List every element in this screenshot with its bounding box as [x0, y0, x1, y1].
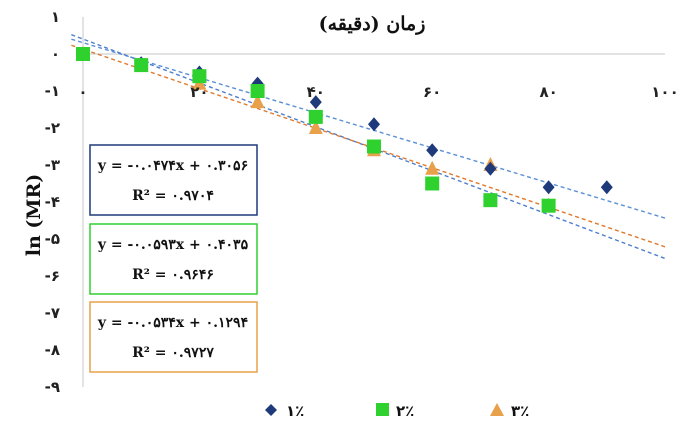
plot-area	[82, 17, 665, 387]
legend-marker-diamond	[265, 404, 277, 416]
legend-marker-square	[376, 403, 389, 416]
data-points	[76, 46, 613, 213]
x-tick-label: ۴۰	[307, 83, 325, 101]
data-point-square	[425, 176, 440, 191]
data-point-square	[367, 139, 381, 154]
r2-2: R² = ۰.۹۶۴۶	[132, 267, 214, 283]
data-point-diamond	[542, 180, 555, 195]
data-point-diamond	[600, 180, 613, 195]
legend-item-2: ۲٪	[376, 402, 414, 420]
trendline-1	[71, 38, 666, 219]
legend-item-1: ۱٪	[265, 402, 304, 420]
data-point-square	[134, 58, 149, 73]
x-axis-title: زمان (دقیقه)	[319, 13, 426, 35]
data-point-triangle	[425, 160, 440, 175]
legend-marker-triangle	[490, 403, 504, 416]
x-tick-label: ۲۰	[190, 83, 208, 101]
data-point-triangle	[308, 120, 323, 134]
data-point-diamond	[426, 143, 439, 158]
r2-1: R² = ۰.۹۷۰۴	[132, 188, 214, 204]
x-tick-label: ۶۰	[423, 83, 441, 101]
data-point-square	[250, 84, 265, 98]
data-point-diamond	[368, 117, 380, 132]
equation-box-1: y = -۰.۰۴۷۴x + ۰.۳۰۵۶ R² = ۰.۹۷۰۴	[89, 144, 258, 216]
x-tick-label: ۰	[78, 83, 87, 101]
legend-label-3: ۳٪	[511, 402, 529, 420]
y-tick-label: -۲	[45, 119, 60, 137]
legend-item-3: ۳٪	[490, 402, 529, 420]
data-point-triangle	[250, 94, 265, 109]
data-point-square	[192, 69, 207, 84]
data-point-square	[483, 193, 498, 208]
y-tick-label: -۷	[45, 304, 60, 322]
data-point-square	[308, 109, 323, 124]
y-tick-label: -۹	[45, 378, 60, 396]
legend-label-1: ۱٪	[286, 402, 304, 420]
equation-3: y = -۰.۰۵۳۴x + ۰.۱۲۹۴	[97, 315, 248, 331]
y-tick-label: ۰	[51, 45, 60, 63]
r2-3: R² = ۰.۹۷۲۷	[132, 345, 214, 361]
equation-box-3: y = -۰.۰۵۳۴x + ۰.۱۲۹۴ R² = ۰.۹۷۲۷	[89, 301, 258, 373]
data-point-square	[76, 47, 90, 61]
equation-2: y = -۰.۰۵۹۳x + ۰.۴۰۳۵	[97, 237, 249, 253]
y-tick-label: -۱	[45, 82, 60, 100]
x-tick-label: ۸۰	[539, 83, 557, 101]
y-tick-label: -۸	[45, 341, 60, 359]
equation-box-2: y = -۰.۰۵۹۳x + ۰.۴۰۳۵ R² = ۰.۹۶۴۶	[89, 223, 258, 295]
y-tick-label: -۵	[45, 230, 60, 248]
x-tick-label: ۱۰۰	[651, 83, 678, 101]
legend-label-2: ۲٪	[396, 402, 414, 420]
equation-1: y = -۰.۰۴۷۴x + ۰.۳۰۵۶	[97, 158, 248, 174]
y-tick-label: -۳	[45, 156, 60, 174]
data-point-diamond	[484, 161, 497, 176]
y-tick-label: -۴	[45, 193, 60, 211]
legend: ۱٪ ۲٪ ۳٪	[265, 402, 529, 420]
data-point-diamond	[309, 95, 322, 110]
y-axis-title: ln (MR)	[23, 174, 45, 256]
y-tick-label: -۶	[45, 267, 60, 285]
tick-labels: ۰ ۲۰ ۴۰ ۶۰ ۸۰ ۱۰۰ ۱ ۰ -۱ -۲ -۳ -۴ -۵ -۶ -۷ -۸ -۹	[45, 8, 679, 396]
y-tick-label: ۱	[51, 8, 60, 26]
data-point-square	[541, 198, 556, 213]
